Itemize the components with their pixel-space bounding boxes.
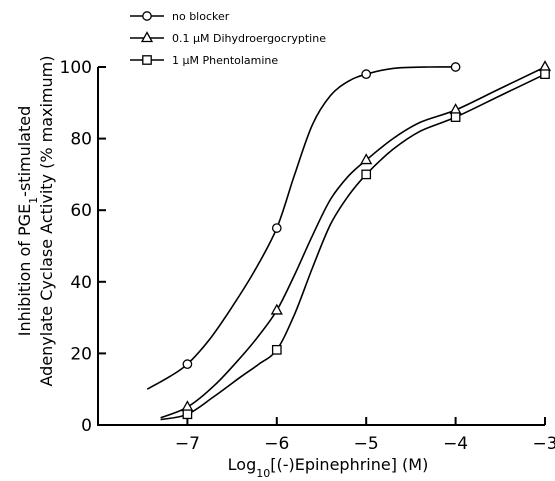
y-tick-label: 40 — [70, 273, 92, 293]
markers — [181, 60, 552, 420]
legend: no blocker 0.1 μM Dihydroergocryptine 1 μM… — [130, 10, 326, 67]
data-point-circle — [361, 69, 372, 80]
data-point-triangle — [270, 303, 283, 315]
series-line-1 — [160, 66, 546, 419]
data-point-square — [271, 344, 282, 355]
y-axis-title: Inhibition of PGE1-stimulated Adenylate … — [15, 56, 56, 387]
data-point-circle — [450, 62, 461, 72]
legend-marker-triangle — [140, 31, 154, 43]
series-line-2 — [160, 73, 546, 421]
data-point-circle — [182, 359, 193, 369]
series-line-0 — [146, 66, 456, 390]
legend-marker-square — [142, 55, 152, 65]
x-axis-title: Log10[(-)Epinephrine] (M) — [228, 455, 429, 480]
data-point-square — [450, 112, 461, 122]
x-tick-label: −5 — [354, 434, 379, 454]
data-point-triangle — [360, 153, 373, 165]
data-point-square — [361, 169, 372, 180]
x-tick-label: −3 — [532, 434, 555, 454]
y-axis-title-line1: Inhibition of PGE1-stimulated — [15, 106, 40, 337]
y-axis-title-line2: Adenylate Cyclase Activity (% maximum) — [37, 56, 56, 387]
x-tick-label: −7 — [175, 434, 200, 454]
y-tick-label: 60 — [70, 201, 92, 221]
y-tick-label: 20 — [70, 344, 92, 364]
data-point-square — [182, 409, 193, 420]
legend-label: 1 μM Phentolamine — [172, 54, 278, 67]
y-tick-label: 100 — [60, 58, 92, 78]
x-tick-label: −6 — [264, 434, 289, 454]
legend-label: 0.1 μM Dihydroergocryptine — [172, 32, 326, 45]
legend-label: no blocker — [172, 10, 230, 23]
legend-marker-circle — [142, 11, 152, 21]
axes: 0 20 40 60 80 100 −7 −6 −5 −4 −3 — [60, 58, 555, 454]
curves — [146, 66, 546, 421]
data-point-square — [540, 69, 550, 80]
data-point-triangle — [538, 60, 552, 72]
data-point-triangle — [181, 400, 194, 412]
y-tick-label: 0 — [81, 416, 92, 436]
x-tick-label: −4 — [443, 434, 468, 454]
data-point-circle — [271, 223, 282, 233]
y-tick-label: 80 — [70, 130, 92, 150]
